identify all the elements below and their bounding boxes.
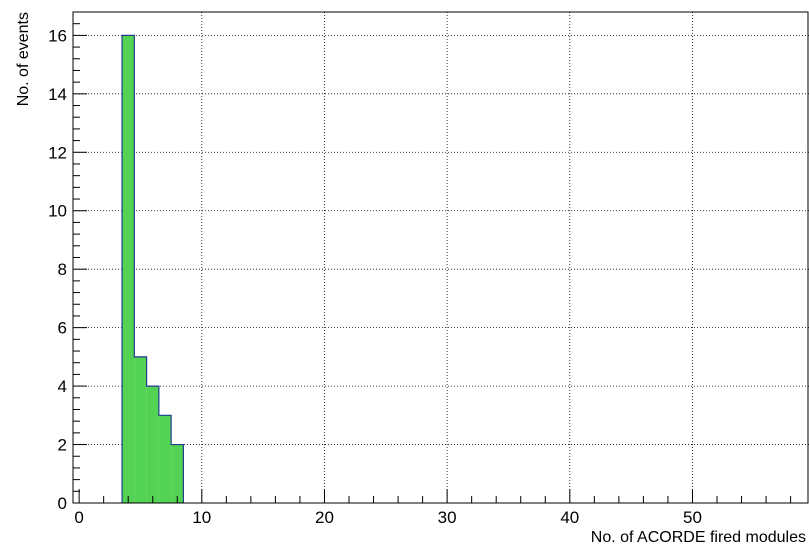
y-tick-label-10: 10 — [48, 202, 67, 221]
bar-bin-4 — [122, 35, 135, 503]
bar-bin-5 — [134, 356, 147, 503]
x-tick-label-20: 20 — [315, 508, 334, 527]
y-tick-label-0: 0 — [58, 494, 67, 513]
bar-bin-7 — [158, 415, 172, 503]
bar-bin-8 — [171, 444, 184, 503]
y-tick-label-14: 14 — [48, 85, 67, 104]
y-tick-label-2: 2 — [58, 436, 67, 455]
x-tick-label-30: 30 — [438, 508, 457, 527]
x-tick-label-40: 40 — [560, 508, 579, 527]
x-tick-label-50: 50 — [683, 508, 702, 527]
y-tick-label-4: 4 — [58, 377, 67, 396]
axis-ticks — [73, 11, 792, 504]
x-axis-title: No. of ACORDE fired modules — [591, 529, 806, 546]
bar-outline — [121, 34, 184, 503]
tick-labels: 0 10 20 30 40 50 0 2 4 6 8 10 12 14 16 — [48, 26, 702, 527]
bar-bin-6 — [146, 386, 159, 503]
x-tick-label-0: 0 — [74, 508, 83, 527]
y-tick-label-12: 12 — [48, 143, 67, 162]
histogram-bars — [121, 34, 184, 503]
plot-frame — [72, 11, 809, 504]
y-tick-label-8: 8 — [58, 260, 67, 279]
y-tick-label-6: 6 — [58, 319, 67, 338]
y-tick-label-16: 16 — [48, 26, 67, 45]
x-tick-label-10: 10 — [192, 508, 211, 527]
grid-lines — [73, 12, 809, 503]
y-axis-title: No. of events — [15, 12, 32, 106]
